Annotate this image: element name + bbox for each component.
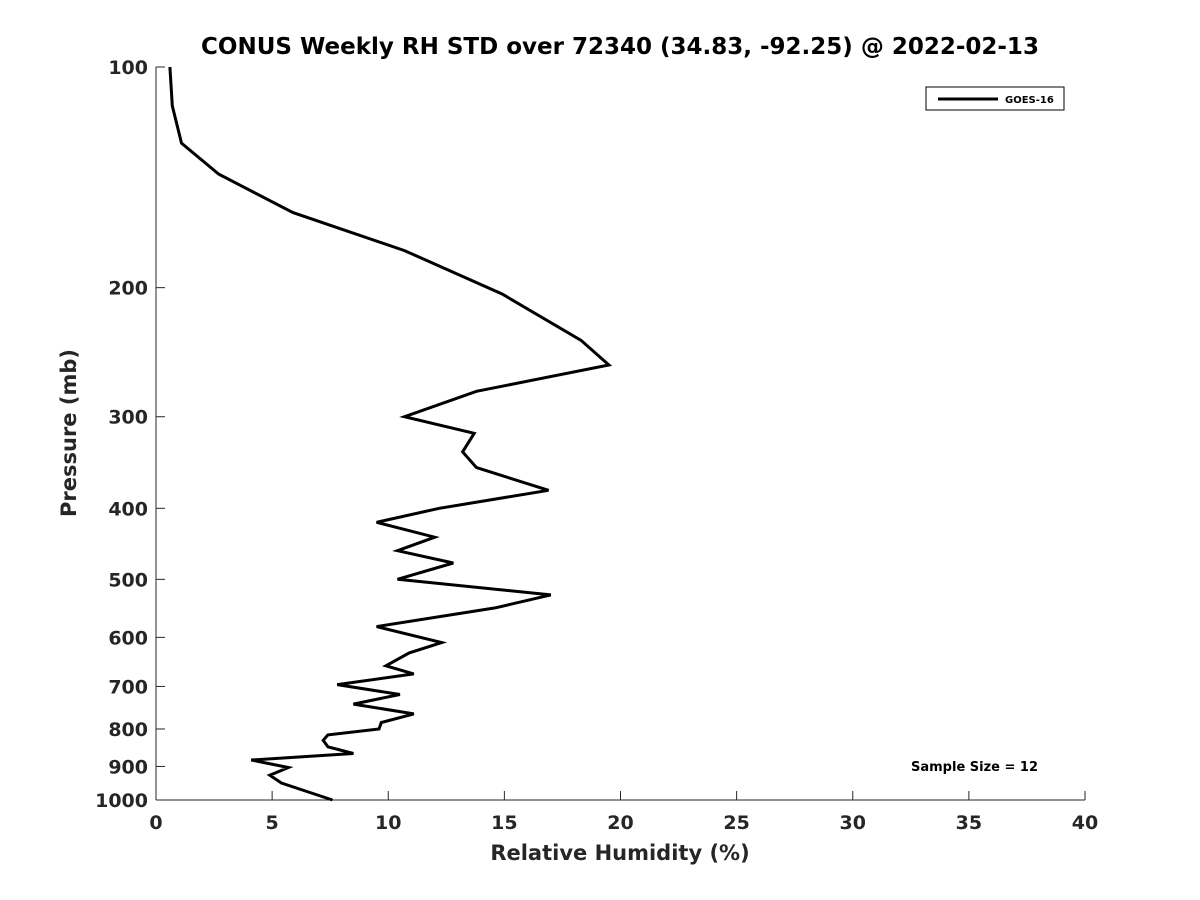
y-tick-label-400: 400 (108, 498, 148, 520)
y-tick-label-600: 600 (108, 627, 148, 649)
y-tick-label-700: 700 (108, 676, 148, 698)
series-line-goes-16 (168, 66, 613, 802)
sample-size-annotation: Sample Size = 12 (911, 760, 1038, 775)
x-tick-label-0: 0 (149, 812, 162, 834)
y-tick-label-900: 900 (108, 756, 148, 778)
y-tick-label-300: 300 (108, 407, 148, 429)
x-tick-label-25: 25 (723, 812, 749, 834)
legend-label-goes-16: GOES-16 (1005, 95, 1054, 106)
x-tick-label-15: 15 (491, 812, 517, 834)
x-axis-label: Relative Humidity (%) (490, 841, 749, 865)
y-tick-label-1000: 1000 (95, 790, 148, 812)
y-tick-label-800: 800 (108, 719, 148, 741)
plot-area: 0 5 10 15 20 25 30 35 40 100 200 300 400 500 600 700 800… (95, 57, 1098, 834)
y-axis-label: Pressure (mb) (57, 349, 81, 517)
x-tick-label-20: 20 (607, 812, 633, 834)
y-tick-label-500: 500 (108, 569, 148, 591)
x-tick-label-35: 35 (956, 812, 982, 834)
y-tick-label-200: 200 (108, 278, 148, 300)
x-tick-label-40: 40 (1072, 812, 1098, 834)
chart-title: CONUS Weekly RH STD over 72340 (34.83, -… (201, 34, 1039, 60)
legend: GOES-16 (925, 86, 1065, 111)
x-tick-label-30: 30 (840, 812, 866, 834)
y-tick-label-100: 100 (108, 57, 148, 79)
x-tick-label-10: 10 (375, 812, 401, 834)
x-tick-label-5: 5 (266, 812, 279, 834)
